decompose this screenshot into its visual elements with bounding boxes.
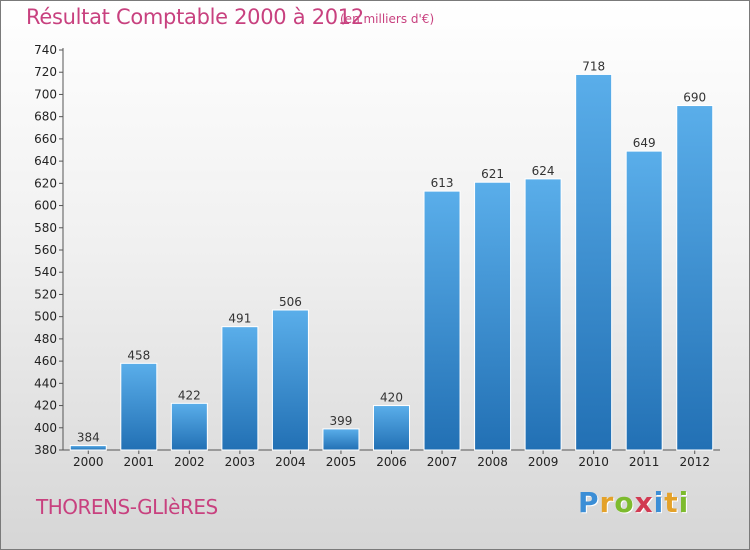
chart-bars [69, 73, 714, 451]
bar-value-label: 420 [380, 391, 403, 405]
x-tick-label: 2009 [528, 455, 559, 469]
bar-value-label: 624 [532, 164, 555, 178]
bar [170, 402, 208, 451]
bar [423, 190, 461, 451]
bar-value-label: 491 [228, 312, 251, 326]
x-tick-label: 2010 [578, 455, 609, 469]
y-tick-label: 380 [34, 443, 57, 457]
logo-letter: x [634, 486, 654, 519]
x-tick-label: 2011 [629, 455, 660, 469]
y-tick-label: 420 [34, 399, 57, 413]
place-name: THORENS-GLIèRES [36, 495, 218, 519]
x-tick-label: 2007 [427, 455, 458, 469]
bar [221, 326, 259, 451]
bar [373, 405, 410, 451]
bar-value-label: 399 [330, 414, 353, 428]
y-tick-label: 560 [34, 243, 57, 257]
bar [625, 150, 663, 451]
x-tick-label: 2002 [174, 455, 205, 469]
y-tick-label: 440 [34, 376, 57, 390]
y-tick-label: 580 [34, 221, 57, 235]
y-tick-label: 720 [34, 65, 57, 79]
y-tick-label: 540 [34, 265, 57, 279]
x-tick-label: 2012 [679, 455, 710, 469]
proxiti-logo: Proxiti [578, 486, 689, 519]
y-tick-label: 400 [34, 421, 57, 435]
bar [271, 309, 309, 451]
bar [322, 428, 360, 451]
x-tick-label: 2000 [73, 455, 104, 469]
y-tick-label: 680 [34, 110, 57, 124]
y-tick-label: 460 [34, 354, 57, 368]
x-tick-label: 2008 [477, 455, 508, 469]
bar-value-label: 458 [127, 348, 150, 362]
bar [69, 445, 107, 451]
bar-value-label: 613 [431, 176, 454, 190]
bar [676, 105, 714, 451]
logo-letter: P [578, 486, 600, 519]
bar-value-label: 384 [77, 431, 100, 445]
y-tick-label: 640 [34, 154, 57, 168]
y-tick-label: 480 [34, 332, 57, 346]
chart-subtitle: (en milliers d'€) [340, 12, 435, 26]
bar [575, 73, 613, 451]
x-tick-label: 2006 [376, 455, 407, 469]
x-tick-label: 2003 [225, 455, 256, 469]
logo-letter: i [678, 486, 690, 519]
logo-letter: r [599, 486, 615, 519]
x-tick-label: 2005 [326, 455, 357, 469]
y-tick-label: 520 [34, 287, 57, 301]
y-tick-label: 740 [34, 43, 57, 57]
bar [474, 181, 512, 451]
y-tick-label: 500 [34, 310, 57, 324]
y-tick-label: 660 [34, 132, 57, 146]
y-tick-label: 620 [34, 176, 57, 190]
logo-letter: o [614, 486, 635, 519]
bar [120, 362, 158, 451]
bar-value-label: 649 [633, 136, 656, 150]
logo-letter: i [653, 486, 665, 519]
y-tick-label: 600 [34, 199, 57, 213]
bar-value-label: 506 [279, 295, 302, 309]
chart-labels: 384 2000 458 2001 422 2002 491 2003 506 2004 399 20… [73, 59, 710, 469]
bar-value-label: 690 [683, 91, 706, 105]
bar-value-label: 621 [481, 167, 504, 181]
bar [524, 178, 562, 451]
chart-title: Résultat Comptable 2000 à 2012 [26, 5, 364, 29]
bar-value-label: 422 [178, 388, 201, 402]
x-tick-label: 2004 [275, 455, 306, 469]
bar-value-label: 718 [582, 59, 605, 73]
y-tick-label: 700 [34, 87, 57, 101]
x-tick-label: 2001 [124, 455, 155, 469]
logo-letter: t [664, 486, 679, 519]
